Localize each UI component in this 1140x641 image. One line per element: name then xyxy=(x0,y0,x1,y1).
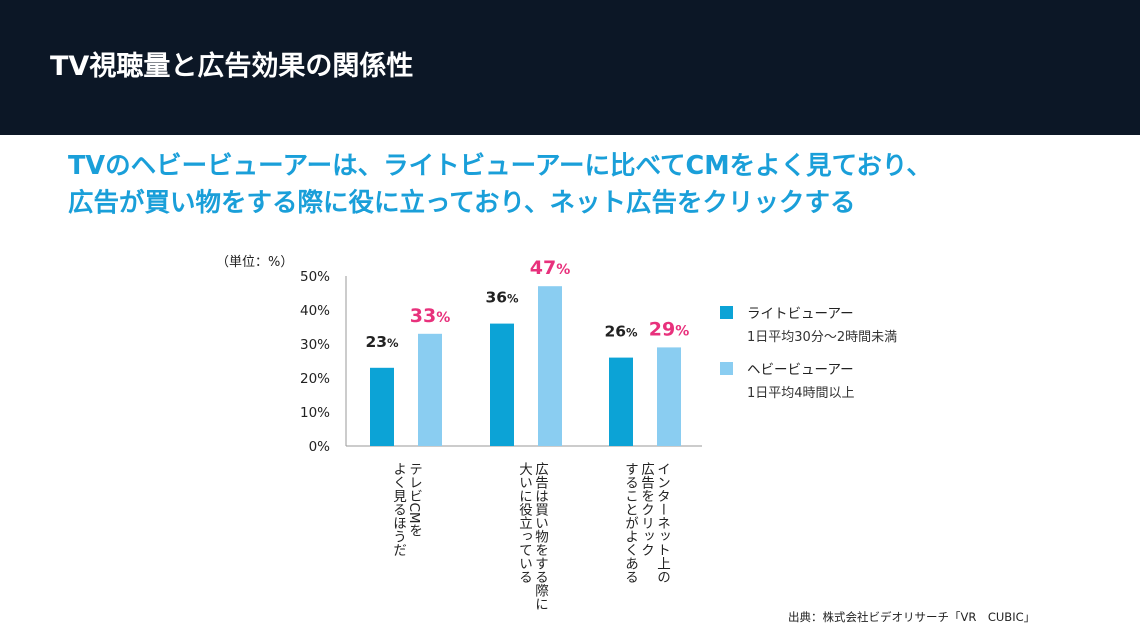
data-label: 47% xyxy=(530,257,570,279)
category-label: することがよくある xyxy=(622,462,639,584)
legend-note-heavy: 1日平均4時間以上 xyxy=(747,386,855,401)
legend-label-light: ライトビューアー xyxy=(747,306,854,322)
header-bar: TV視聴量と広告効果の関係性 xyxy=(0,0,1140,135)
data-label: 26% xyxy=(604,323,638,341)
legend-label-heavy: ヘビービューアー xyxy=(747,362,854,378)
headline: TVのヘビービューアーは、ライトビューアーに比べてCMをよく見ており、 広告が買… xyxy=(68,148,932,222)
category-label: インターネット上の xyxy=(654,462,671,584)
y-tick-label: 50% xyxy=(300,269,330,285)
page-title: TV視聴量と広告効果の関係性 xyxy=(50,51,414,82)
data-label: 36% xyxy=(485,289,519,307)
y-tick-label: 0% xyxy=(309,439,331,455)
y-tick-label: 10% xyxy=(300,405,330,421)
legend-swatch-heavy xyxy=(720,362,733,375)
category-label: 大いに役立っている xyxy=(516,462,533,584)
data-label: 29% xyxy=(649,318,689,340)
bar-light xyxy=(370,367,394,446)
y-tick-label: 20% xyxy=(300,371,330,387)
legend-note-light: 1日平均30分〜2時間未満 xyxy=(747,330,898,345)
data-label: 33% xyxy=(410,305,450,327)
data-label: 23% xyxy=(365,333,399,351)
bar-light xyxy=(609,357,633,446)
unit-label: （単位：%） xyxy=(216,254,293,270)
y-tick-label: 30% xyxy=(300,337,330,353)
category-label: よく見るほうだ xyxy=(390,462,407,557)
bar-heavy xyxy=(538,286,562,446)
bar-light xyxy=(490,323,514,446)
headline-line-2: 広告が買い物をする際に役に立っており、ネット広告をクリックする xyxy=(68,188,856,218)
category-label: テレビCMを xyxy=(406,462,422,537)
category-label: 広告をクリック xyxy=(638,462,655,557)
bar-heavy xyxy=(657,347,681,446)
headline-line-1: TVのヘビービューアーは、ライトビューアーに比べてCMをよく見ており、 xyxy=(68,151,932,181)
legend-swatch-light xyxy=(720,306,733,319)
category-label: 広告は買い物をする際に xyxy=(532,462,549,611)
source-note: 出典：株式会社ビデオリサーチ「VR CUBIC」 xyxy=(788,610,1036,624)
y-tick-label: 40% xyxy=(300,303,330,319)
bar-heavy xyxy=(418,333,442,446)
